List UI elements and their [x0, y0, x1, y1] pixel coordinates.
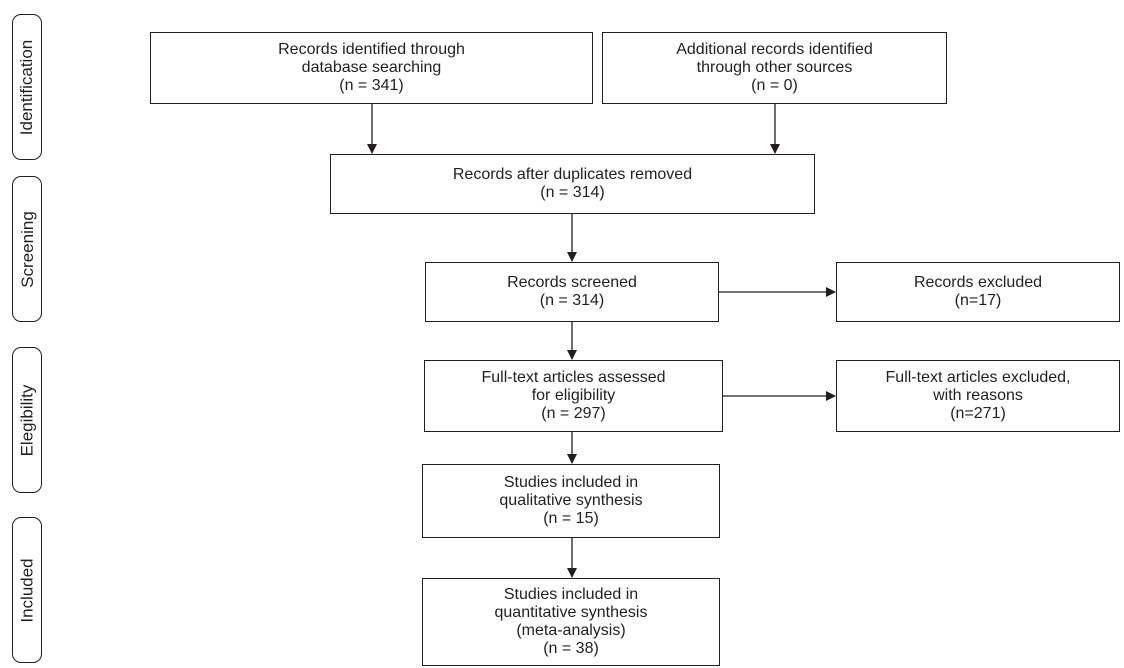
- quantitative-count: (n = 38): [543, 640, 599, 657]
- box-records-screened: Records screened (n = 314): [425, 262, 719, 322]
- database-search-line2: database searching: [301, 59, 442, 76]
- quantitative-line2: quantitative synthesis: [494, 604, 648, 621]
- phase-screening: Screening: [12, 176, 42, 322]
- quantitative-line3: (meta-analysis): [516, 622, 626, 639]
- fulltext-assessed-line2: for eligibility: [531, 387, 616, 404]
- box-database-search: Records identified through database sear…: [150, 32, 593, 104]
- phase-identification: Identification: [12, 14, 42, 160]
- fulltext-excluded-line1: Full-text articles excluded,: [885, 369, 1071, 386]
- other-sources-line1: Additional records identified: [676, 41, 873, 58]
- box-other-sources: Additional records identified through ot…: [602, 32, 947, 104]
- records-screened-count: (n = 314): [539, 292, 605, 309]
- fulltext-assessed-line1: Full-text articles assessed: [481, 369, 666, 386]
- phase-included: Included: [12, 517, 42, 663]
- other-sources-line2: through other sources: [696, 59, 853, 76]
- records-excluded-line1: Records excluded: [913, 274, 1043, 291]
- fulltext-assessed-count: (n = 297): [541, 405, 606, 422]
- phase-eligibility: Elegibility: [12, 347, 42, 493]
- duplicates-removed-count: (n = 314): [540, 184, 605, 201]
- records-screened-line1: Records screened: [507, 274, 637, 291]
- database-search-line1: Records identified through: [278, 41, 465, 58]
- qualitative-line1: Studies included in: [503, 474, 639, 491]
- box-quantitative-synthesis: Studies included in quantitative synthes…: [422, 578, 720, 666]
- qualitative-line2: qualitative synthesis: [499, 492, 643, 509]
- records-excluded-count: (n=17): [954, 292, 1002, 309]
- qualitative-count: (n = 15): [543, 510, 599, 527]
- box-duplicates-removed: Records after duplicates removed (n = 31…: [330, 154, 815, 214]
- quantitative-line1: Studies included in: [503, 586, 639, 603]
- box-fulltext-assessed: Full-text articles assessed for eligibil…: [424, 360, 723, 432]
- other-sources-count: (n = 0): [751, 77, 798, 94]
- box-records-excluded: Records excluded (n=17): [836, 262, 1120, 322]
- fulltext-excluded-count: (n=271): [950, 405, 1006, 422]
- fulltext-excluded-line2: with reasons: [933, 387, 1023, 404]
- box-fulltext-excluded: Full-text articles excluded, with reason…: [836, 360, 1120, 432]
- box-qualitative-synthesis: Studies included in qualitative synthesi…: [422, 464, 720, 538]
- database-search-count: (n = 341): [339, 77, 404, 94]
- duplicates-removed-line1: Records after duplicates removed: [452, 166, 693, 183]
